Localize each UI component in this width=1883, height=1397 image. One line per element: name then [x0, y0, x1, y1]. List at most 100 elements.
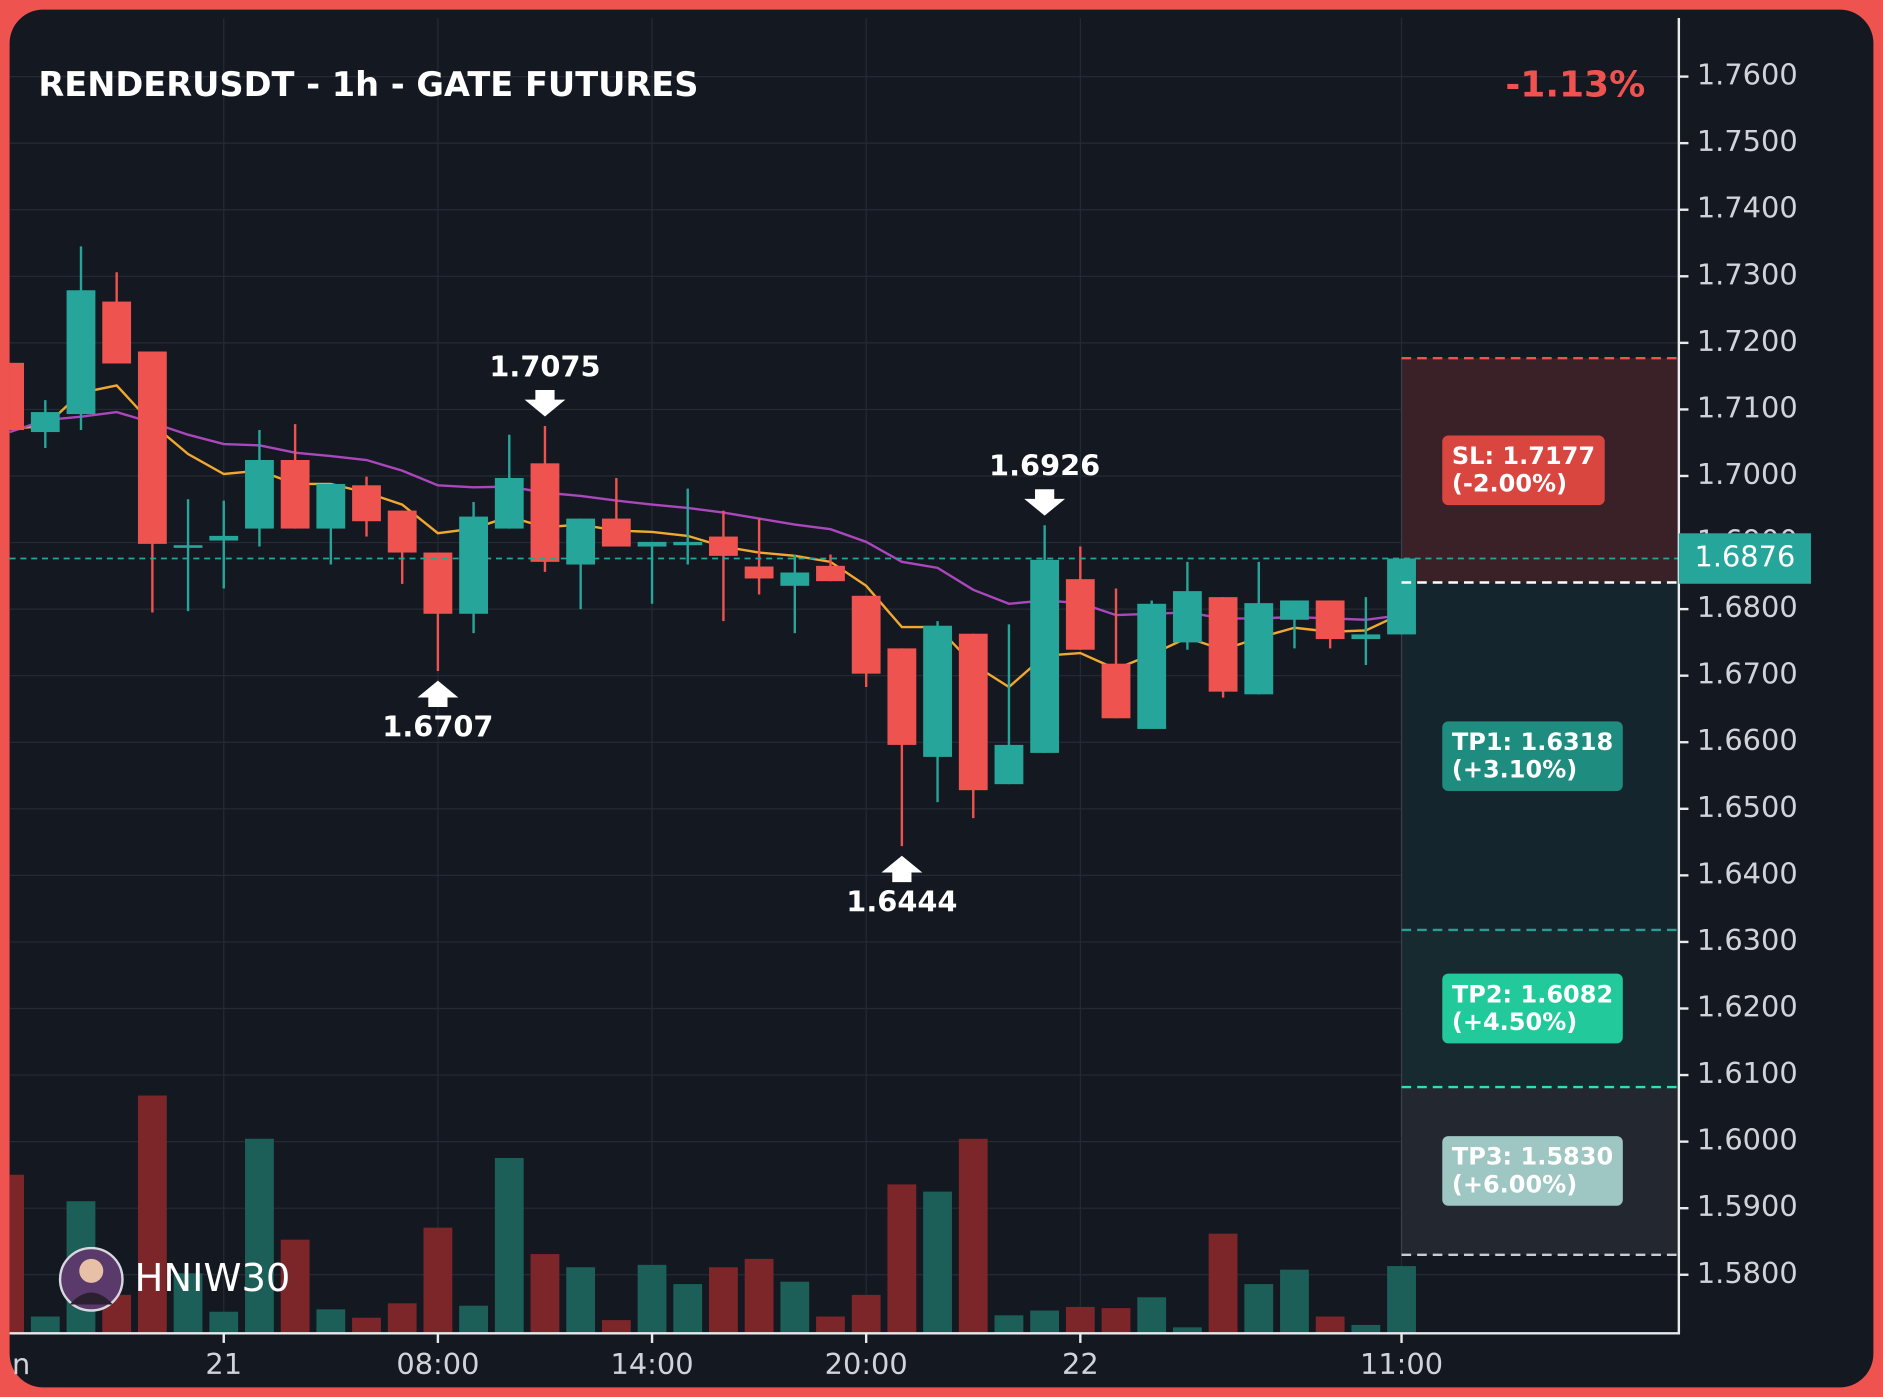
candle-body: [637, 541, 667, 547]
volume-bar: [280, 1239, 310, 1334]
volume-bar: [1244, 1284, 1274, 1334]
volume-bar: [245, 1138, 274, 1334]
volume-bar: [958, 1138, 988, 1334]
volume-bar: [459, 1305, 488, 1334]
candle-body: [601, 518, 631, 547]
volume-bar: [744, 1258, 774, 1334]
candle-body: [1244, 603, 1274, 695]
watermark: HNIW30: [58, 1246, 291, 1312]
volume-bar: [352, 1317, 381, 1334]
candle-body: [494, 477, 524, 529]
y-tick-label: 1.6000: [1697, 1123, 1798, 1157]
volume-bar: [1208, 1233, 1238, 1334]
chart-title: RENDERUSDT - 1h - GATE FUTURES: [38, 65, 698, 104]
y-tick-label: 1.7500: [1697, 124, 1798, 158]
volume-bar: [994, 1315, 1024, 1334]
level-box: [1442, 973, 1623, 1044]
candle-body: [816, 565, 845, 582]
candle-body: [30, 412, 60, 433]
candle-body: [780, 572, 810, 586]
volume-bar: [137, 1095, 167, 1334]
level-change: (-2.00%): [1452, 470, 1567, 498]
y-tick-label: 1.6300: [1697, 923, 1798, 957]
x-tick-label: 14:00: [611, 1347, 694, 1381]
x-tick-label: n: [12, 1347, 30, 1381]
candle-body: [958, 633, 988, 791]
candle-body: [280, 460, 310, 529]
y-tick-label: 1.7200: [1697, 324, 1798, 358]
candle-body: [209, 535, 239, 541]
level-box: [1442, 435, 1605, 506]
current-price-badge: [1678, 533, 1811, 584]
candle-body: [1137, 603, 1167, 729]
candle-body: [887, 648, 917, 745]
candle-body: [1351, 634, 1381, 640]
moving-average: [9, 410, 1402, 621]
level-change: (+3.10%): [1452, 756, 1577, 784]
volume-bar: [1101, 1308, 1131, 1334]
y-tick-label: 1.6700: [1697, 657, 1798, 691]
candle-body: [9, 362, 25, 431]
volume-bar: [494, 1157, 524, 1334]
extreme-label: 1.6926: [989, 449, 1100, 483]
extreme-arrow: [417, 680, 459, 708]
x-tick-label: 21: [205, 1347, 242, 1381]
y-tick-label: 1.7100: [1697, 390, 1798, 424]
volume-bar: [423, 1227, 453, 1334]
axes: 1.7600 1.7500 1.7400 1.7300 1.7200 1.7100 1.70…: [12, 58, 1811, 1381]
candle-body: [673, 541, 703, 546]
y-tick-label: 1.6800: [1697, 590, 1798, 624]
watermark-text: HNIW30: [135, 1256, 291, 1301]
candle-body: [245, 460, 274, 529]
y-tick-label: 1.6600: [1697, 723, 1798, 757]
level-change: (+6.00%): [1452, 1170, 1577, 1198]
level-label: TP2: 1.6082: [1452, 980, 1613, 1008]
y-tick-label: 1.7400: [1697, 191, 1798, 225]
volume-bar: [387, 1303, 417, 1334]
level-label: TP1: 1.6318: [1452, 728, 1613, 756]
candle-body: [530, 463, 560, 562]
candle-body: [1030, 559, 1060, 753]
current-price-label: 1.6876: [1694, 540, 1795, 574]
volume-bar: [9, 1174, 25, 1334]
extreme-arrow: [1024, 489, 1066, 516]
volume-bar: [1137, 1297, 1167, 1334]
change-percent: -1.13%: [1505, 64, 1645, 105]
candle-body: [709, 536, 738, 556]
candle-body: [744, 566, 774, 579]
x-tick-label: 08:00: [396, 1347, 479, 1381]
y-tick-label: 1.5900: [1697, 1189, 1798, 1223]
volume-bar: [566, 1267, 596, 1334]
candle-body: [1315, 600, 1345, 640]
avatar-body: [69, 1292, 113, 1305]
overlay: 1.6707 1.7075 1.6444 1.6926 SL: 1.7177(-2.00…: [9, 349, 1679, 1256]
volume-bar: [673, 1284, 703, 1334]
level-change: (+4.50%): [1452, 1008, 1577, 1036]
x-tick-label: 20:00: [825, 1347, 908, 1381]
candle-body: [994, 744, 1024, 785]
volume-bar: [30, 1316, 60, 1334]
candle-body: [923, 625, 952, 757]
volume-bar: [923, 1191, 952, 1334]
candle-body: [1208, 597, 1238, 692]
y-tick-label: 1.7300: [1697, 257, 1798, 291]
volume-bar: [530, 1254, 560, 1334]
extreme-label: 1.7075: [489, 349, 600, 383]
volume-bar: [1172, 1327, 1202, 1334]
level-label: SL: 1.7177: [1452, 442, 1595, 470]
volume-bar: [637, 1264, 667, 1334]
volume-bar: [173, 1273, 203, 1334]
candle-body: [352, 485, 381, 522]
y-tick-label: 1.6500: [1697, 790, 1798, 824]
candle-body: [66, 290, 96, 415]
candle-body: [387, 510, 417, 553]
volume-bar: [1030, 1310, 1060, 1334]
volume-bar: [1351, 1324, 1381, 1334]
candle-body: [459, 516, 488, 614]
extreme-arrow: [881, 855, 923, 883]
volume-bar: [1315, 1316, 1345, 1334]
moving-average: [9, 384, 1403, 689]
volume-bar: [1280, 1269, 1309, 1334]
